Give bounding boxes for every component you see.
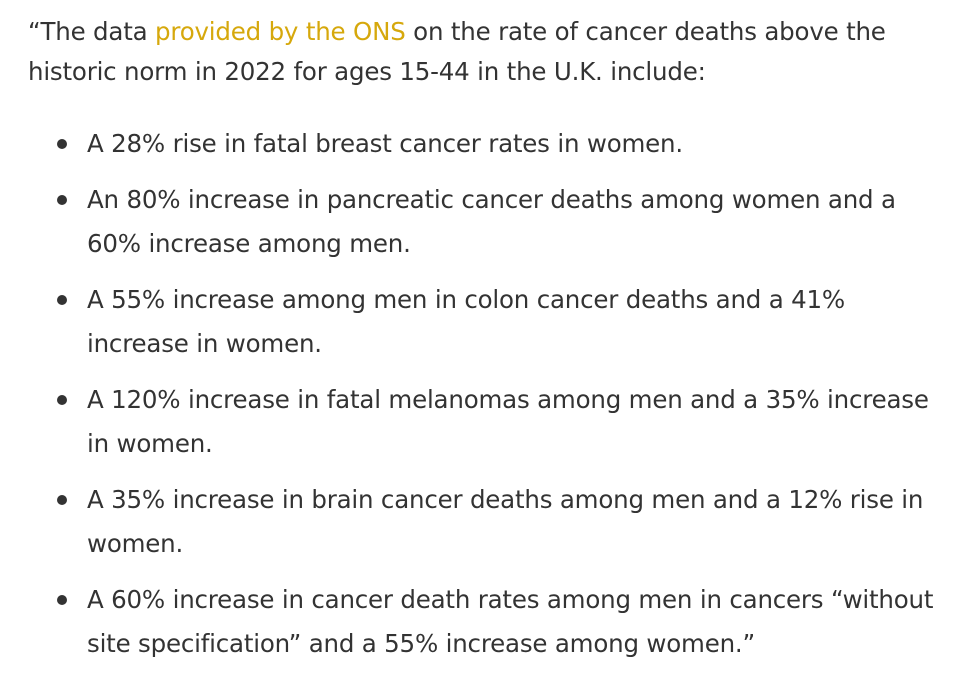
list-item: A 55% increase among men in colon cancer… xyxy=(28,278,938,366)
list-item-text: A 120% increase in fatal melanomas among… xyxy=(87,385,929,458)
intro-text-after-link: on the rate of cancer deaths above the h… xyxy=(28,17,886,86)
list-item-text: A 35% increase in brain cancer deaths am… xyxy=(87,485,924,558)
ons-link[interactable]: provided by the ONS xyxy=(155,17,406,46)
bullet-icon xyxy=(57,595,67,605)
bullet-icon xyxy=(57,139,67,149)
intro-paragraph: “The data provided by the ONS on the rat… xyxy=(28,12,938,92)
list-item: An 80% increase in pancreatic cancer dea… xyxy=(28,178,938,266)
bullet-icon xyxy=(57,495,67,505)
bullet-icon xyxy=(57,295,67,305)
list-item: A 60% increase in cancer death rates amo… xyxy=(28,578,938,666)
list-item-text: An 80% increase in pancreatic cancer dea… xyxy=(87,185,896,258)
list-item-text: A 28% rise in fatal breast cancer rates … xyxy=(87,129,683,158)
article-body: “The data provided by the ONS on the rat… xyxy=(28,12,938,678)
list-item: A 35% increase in brain cancer deaths am… xyxy=(28,478,938,566)
list-item-text: A 55% increase among men in colon cancer… xyxy=(87,285,846,358)
list-item: A 120% increase in fatal melanomas among… xyxy=(28,378,938,466)
bullet-icon xyxy=(57,395,67,405)
intro-text-before-link: “The data xyxy=(28,17,156,46)
bullet-icon xyxy=(57,195,67,205)
list-item-text: A 60% increase in cancer death rates amo… xyxy=(87,585,934,658)
list-item: A 28% rise in fatal breast cancer rates … xyxy=(28,122,938,166)
statistics-list: A 28% rise in fatal breast cancer rates … xyxy=(28,122,938,666)
